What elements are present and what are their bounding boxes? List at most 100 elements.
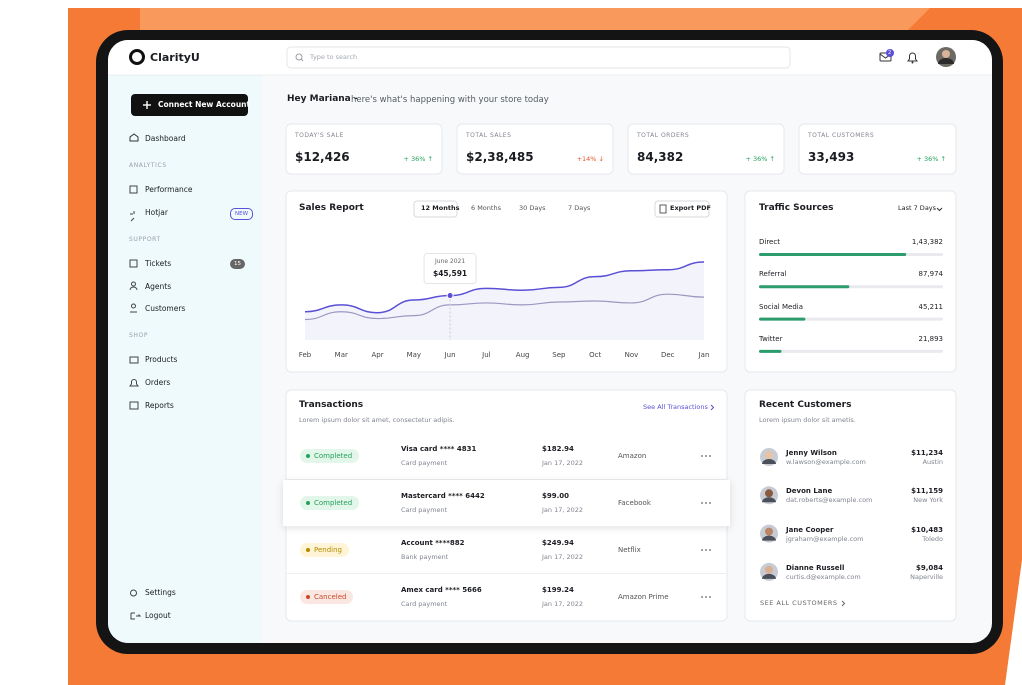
customers-subtitle: Lorem ipsum dolor sit ametis. (759, 416, 856, 424)
avatar-body (762, 459, 776, 464)
sales-line (304, 293, 705, 321)
customer-email: dat.roberts@example.com (786, 496, 873, 505)
sales-title: Sales Report (299, 203, 364, 213)
more-dot (709, 596, 711, 598)
status-pill: Pending (300, 543, 349, 557)
traffic-name: Twitter (759, 334, 783, 343)
traffic-track (759, 349, 943, 353)
traffic-bar (759, 285, 850, 289)
more-dot (705, 596, 707, 598)
nav-settings[interactable]: Settings (145, 588, 176, 597)
traffic-bars (759, 253, 943, 353)
more-dot (709, 455, 711, 457)
nav-section: SUPPORT (129, 236, 161, 243)
status-pill: Canceled (300, 590, 354, 604)
nav-item[interactable]: Orders (145, 378, 171, 387)
x-tick-label: Nov (624, 351, 639, 359)
customer-name: Dianne Russell (786, 563, 845, 572)
tx-merchant: Facebook (618, 499, 651, 507)
export-button[interactable]: Export PDF (670, 204, 711, 212)
tx-amount: $99.00 (542, 492, 570, 500)
period-tab[interactable]: 6 Months (471, 204, 501, 212)
connect-button[interactable]: Connect New Account (158, 100, 251, 109)
x-tick-label: Aug (515, 351, 530, 359)
row-decoration (283, 448, 778, 598)
traffic-value: 21,893 (918, 334, 944, 343)
notification-count: 2 (888, 50, 892, 56)
tx-merchant: Amazon Prime (618, 593, 669, 601)
traffic-bar (759, 317, 806, 321)
stat-value: $12,426 (295, 150, 350, 164)
customer-email: w.lawson@example.com (786, 458, 866, 466)
tx-method: Card payment (401, 506, 448, 514)
traffic-bar (759, 253, 907, 256)
traffic-name: Direct (759, 238, 780, 246)
stat-change: + 36% ↑ (916, 155, 946, 163)
tx-date: Jan 17, 2022 (542, 553, 584, 561)
nav-logout[interactable]: Logout (145, 611, 171, 620)
customer-amount: $11,234 (911, 449, 943, 457)
customer-email: curtis.d@example.com (786, 572, 861, 581)
search-placeholder[interactable]: Type to search (310, 53, 358, 61)
more-dot (701, 502, 703, 504)
traffic-bar (759, 349, 782, 353)
more-dot (709, 549, 711, 551)
tx-card: Amex card **** 5666 (401, 586, 482, 594)
customer-amount: $11,159 (911, 487, 943, 496)
tx-method: Card payment (401, 459, 448, 467)
customer-city: Austin (922, 458, 943, 466)
tx-amount: $249.94 (542, 539, 574, 547)
nav-badge: 15 (230, 259, 245, 269)
transactions-subtitle: Lorem ipsum dolor sit amet, consectetur … (299, 416, 455, 424)
customer-city: Naperville (910, 572, 943, 581)
transactions-link[interactable]: See All Transactions (643, 403, 708, 411)
nav-item[interactable]: Products (145, 355, 178, 364)
status-pill: Completed (300, 449, 360, 463)
hover-point (446, 292, 454, 300)
tooltip-value: $45,591 (432, 268, 468, 278)
nav-item[interactable]: Hotjar (145, 208, 168, 217)
nav-item[interactable]: Reports (145, 401, 174, 410)
avatar-body (762, 497, 776, 503)
greeting-text: here's what's happening with your store … (351, 94, 549, 105)
stat-label: TODAY'S SALE (295, 132, 344, 139)
customer-name: Devon Lane (786, 487, 833, 496)
tx-amount: $182.94 (542, 445, 574, 453)
x-tick-label: Jan (698, 351, 710, 359)
nav-dashboard[interactable]: Dashboard (145, 134, 186, 143)
nav-badge: NEW (230, 208, 254, 220)
period-select[interactable]: Last 7 Days (898, 204, 937, 212)
tx-card: Mastercard **** 6442 (401, 492, 485, 500)
nav-item[interactable]: Performance (145, 185, 193, 194)
nav-section: SHOP (129, 332, 149, 339)
customers-link[interactable]: SEE ALL CUSTOMERS (760, 599, 838, 607)
sales-area (305, 262, 704, 340)
nav-section: ANALYTICS (129, 162, 167, 169)
stat-change: + 36% ↑ (745, 155, 775, 163)
transactions-title: Transactions (299, 400, 364, 410)
traffic-title: Traffic Sources (759, 203, 834, 213)
traffic-value: 87,974 (918, 270, 944, 279)
avatar-face (765, 565, 773, 574)
more-dot (705, 455, 707, 457)
period-tab[interactable]: 7 Days (568, 204, 591, 212)
nav-item[interactable]: Customers (145, 304, 186, 313)
period-tab[interactable]: 30 Days (519, 204, 546, 212)
nav-item[interactable]: Agents (145, 282, 172, 291)
customer-city: New York (913, 496, 943, 505)
nav-item[interactable]: Tickets (145, 259, 172, 268)
x-tick-label: Sep (552, 351, 566, 359)
avatar-body (762, 535, 776, 541)
avatar-face (765, 527, 773, 536)
customer-name: Jane Cooper (786, 525, 834, 534)
stat-label: TOTAL ORDERS (637, 132, 690, 139)
traffic-value: 45,211 (918, 302, 944, 311)
period-tab[interactable]: 12 Months (421, 204, 460, 212)
brand: ClarityU (150, 51, 200, 64)
stat-change: +14% ↓ (576, 155, 604, 163)
customer-amount: $9,084 (915, 563, 943, 572)
stat-label: TOTAL SALES (466, 132, 512, 139)
avatar-face (765, 489, 773, 498)
x-tick-label: Oct (589, 351, 602, 359)
